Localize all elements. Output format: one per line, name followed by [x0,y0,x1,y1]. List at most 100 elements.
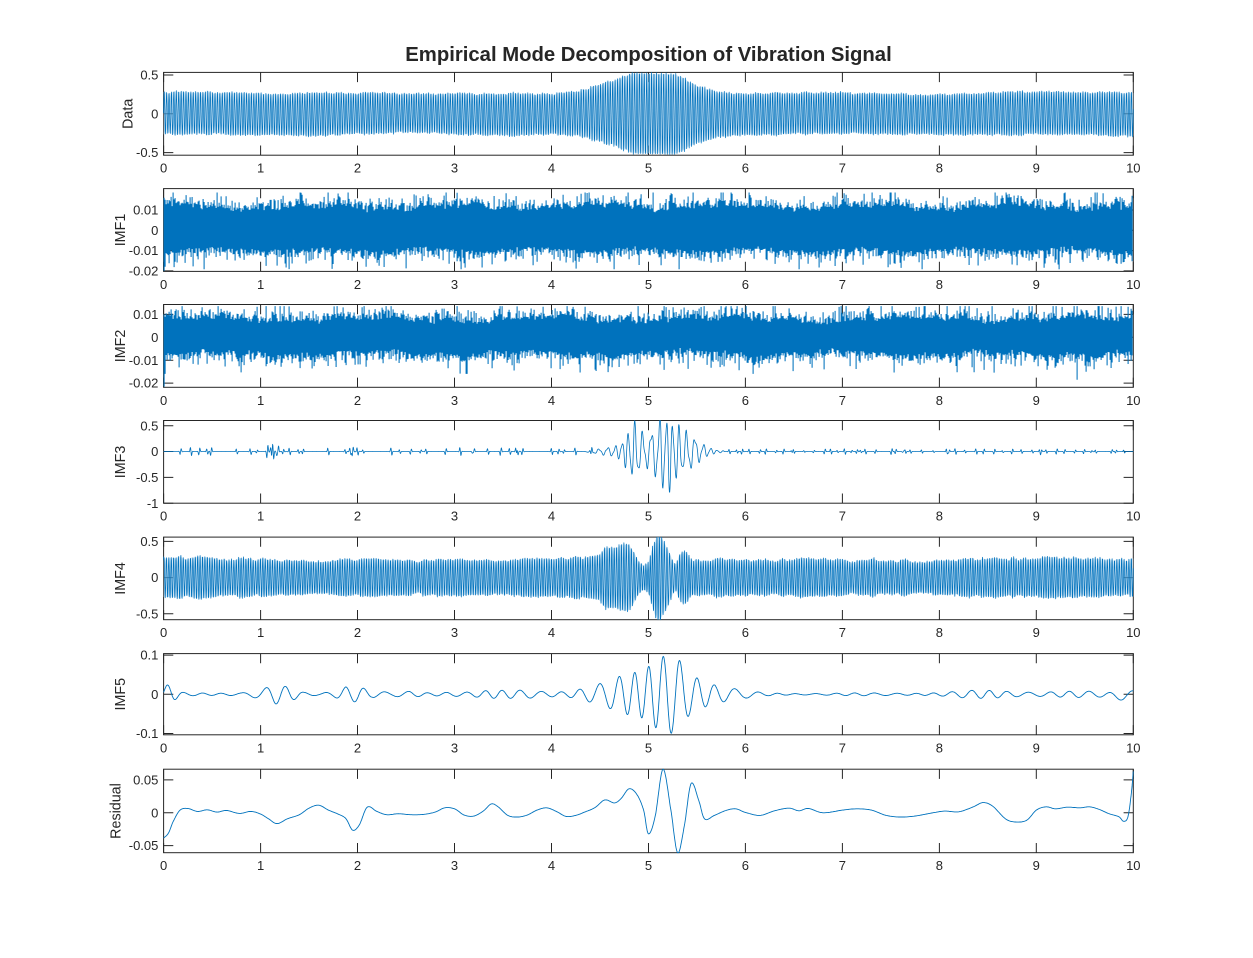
svg-text:2: 2 [354,625,361,640]
svg-text:3: 3 [451,858,458,873]
svg-text:Data: Data [121,99,137,129]
svg-text:-0.5: -0.5 [136,145,158,160]
svg-text:5: 5 [645,740,652,755]
svg-text:2: 2 [354,740,361,755]
svg-text:-0.02: -0.02 [129,264,159,279]
svg-text:-0.01: -0.01 [129,243,159,258]
svg-text:7: 7 [839,393,846,408]
svg-text:6: 6 [742,161,749,176]
svg-text:3: 3 [451,625,458,640]
svg-text:0.1: 0.1 [140,648,158,663]
svg-text:2: 2 [354,161,361,176]
svg-text:10: 10 [1126,740,1140,755]
svg-text:1: 1 [257,393,264,408]
svg-text:-0.1: -0.1 [136,726,158,741]
svg-text:-0.01: -0.01 [129,353,159,368]
svg-text:6: 6 [742,393,749,408]
svg-text:10: 10 [1126,393,1140,408]
svg-text:1: 1 [257,625,264,640]
svg-text:-0.02: -0.02 [129,376,159,391]
svg-text:3: 3 [451,740,458,755]
svg-text:8: 8 [936,509,943,524]
svg-text:0.5: 0.5 [140,68,158,83]
svg-text:7: 7 [839,858,846,873]
svg-text:8: 8 [936,740,943,755]
svg-text:3: 3 [451,277,458,292]
svg-text:8: 8 [936,858,943,873]
svg-text:0: 0 [151,687,158,702]
svg-text:1: 1 [257,509,264,524]
svg-text:Residual: Residual [109,783,125,839]
svg-text:-0.05: -0.05 [129,838,159,853]
svg-text:IMF1: IMF1 [113,214,129,247]
svg-text:IMF5: IMF5 [113,678,129,711]
svg-text:6: 6 [742,277,749,292]
svg-text:9: 9 [1033,277,1040,292]
svg-text:5: 5 [645,625,652,640]
svg-text:0.5: 0.5 [140,534,158,549]
svg-text:5: 5 [645,161,652,176]
svg-text:6: 6 [742,509,749,524]
svg-text:1: 1 [257,161,264,176]
svg-text:0: 0 [160,277,167,292]
svg-text:9: 9 [1033,161,1040,176]
svg-text:0: 0 [160,858,167,873]
svg-text:2: 2 [354,277,361,292]
svg-text:0: 0 [151,444,158,459]
svg-text:6: 6 [742,625,749,640]
svg-text:0: 0 [151,330,158,345]
svg-text:4: 4 [548,740,555,755]
svg-text:7: 7 [839,625,846,640]
svg-text:3: 3 [451,509,458,524]
svg-text:10: 10 [1126,161,1140,176]
svg-text:7: 7 [839,277,846,292]
svg-text:-1: -1 [147,496,159,511]
svg-text:2: 2 [354,509,361,524]
svg-text:4: 4 [548,393,555,408]
svg-text:0.01: 0.01 [133,307,158,322]
svg-text:4: 4 [548,509,555,524]
svg-text:9: 9 [1033,625,1040,640]
svg-text:0: 0 [151,805,158,820]
svg-text:6: 6 [742,858,749,873]
svg-text:0: 0 [160,625,167,640]
svg-text:10: 10 [1126,625,1140,640]
svg-text:2: 2 [354,393,361,408]
svg-text:IMF2: IMF2 [113,330,129,363]
svg-text:-0.5: -0.5 [136,606,158,621]
svg-text:2: 2 [354,858,361,873]
svg-text:0: 0 [160,509,167,524]
svg-text:0.5: 0.5 [140,418,158,433]
svg-text:7: 7 [839,509,846,524]
svg-text:3: 3 [451,393,458,408]
svg-text:7: 7 [839,740,846,755]
svg-text:5: 5 [645,277,652,292]
svg-text:7: 7 [839,161,846,176]
svg-text:4: 4 [548,277,555,292]
svg-text:1: 1 [257,858,264,873]
svg-text:3: 3 [451,161,458,176]
svg-text:5: 5 [645,509,652,524]
svg-text:0.05: 0.05 [133,773,158,788]
svg-text:4: 4 [548,161,555,176]
svg-text:1: 1 [257,277,264,292]
svg-text:5: 5 [645,858,652,873]
svg-text:10: 10 [1126,509,1140,524]
svg-text:0: 0 [151,570,158,585]
svg-text:9: 9 [1033,740,1040,755]
svg-text:9: 9 [1033,509,1040,524]
svg-text:10: 10 [1126,858,1140,873]
svg-text:8: 8 [936,625,943,640]
svg-text:-0.5: -0.5 [136,470,158,485]
svg-text:6: 6 [742,740,749,755]
svg-text:8: 8 [936,277,943,292]
svg-text:4: 4 [548,625,555,640]
svg-text:8: 8 [936,161,943,176]
svg-text:Empirical Mode Decomposition o: Empirical Mode Decomposition of Vibratio… [405,44,891,66]
svg-text:8: 8 [936,393,943,408]
svg-text:IMF4: IMF4 [113,562,129,595]
svg-text:IMF3: IMF3 [113,446,129,479]
svg-text:10: 10 [1126,277,1140,292]
svg-text:9: 9 [1033,858,1040,873]
svg-text:0.01: 0.01 [133,203,158,218]
